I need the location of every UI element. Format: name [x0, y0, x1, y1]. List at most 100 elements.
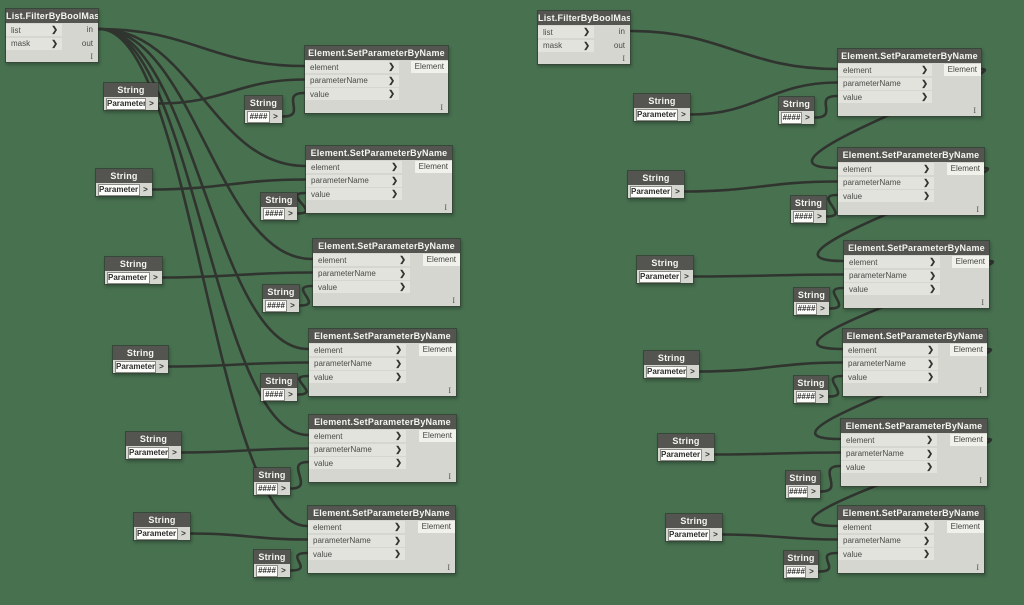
- string-value-input[interactable]: [265, 299, 287, 312]
- string-output-port[interactable]: >: [181, 529, 186, 538]
- node-flt-r[interactable]: List.FilterByBoolMask list ❯ mask ❯ in out I: [537, 10, 631, 65]
- input-port-row-element[interactable]: element ❯: [841, 434, 937, 446]
- output-port-Element[interactable]: Element: [417, 521, 455, 533]
- node-header[interactable]: Element.SetParameterByName: [309, 329, 456, 343]
- node-header[interactable]: Element.SetParameterByName: [844, 241, 989, 255]
- node-set5-l[interactable]: Element.SetParameterByName element ❯ parame…: [308, 414, 457, 483]
- wire[interactable]: [157, 78, 306, 105]
- input-port-row-parameterName[interactable]: parameterName ❯: [838, 176, 934, 189]
- node-header[interactable]: String: [791, 196, 826, 210]
- wire[interactable]: [161, 271, 314, 279]
- node-flt-l[interactable]: List.FilterByBoolMask list ❯ mask ❯ in out I: [5, 8, 99, 63]
- lacing-indicator[interactable]: I: [976, 563, 979, 572]
- wire[interactable]: [713, 451, 842, 456]
- lacing-indicator[interactable]: I: [447, 563, 450, 572]
- input-port-row-element[interactable]: element ❯: [313, 254, 410, 266]
- string-output-port[interactable]: >: [713, 530, 718, 539]
- lacing-indicator[interactable]: I: [979, 476, 982, 485]
- string-value-input[interactable]: [256, 482, 278, 495]
- string-output-port[interactable]: >: [681, 110, 686, 119]
- wire[interactable]: [721, 533, 839, 541]
- node-set2-l[interactable]: Element.SetParameterByName element ❯ parame…: [305, 145, 453, 214]
- wire[interactable]: [295, 191, 308, 215]
- node-header[interactable]: String: [263, 285, 299, 299]
- node-header[interactable]: String: [658, 434, 714, 448]
- string-output-port[interactable]: >: [153, 273, 158, 282]
- string-output-port[interactable]: >: [149, 99, 154, 108]
- output-port-Element[interactable]: Element: [422, 254, 460, 266]
- node-header[interactable]: String: [96, 169, 152, 183]
- node-str-pa-r[interactable]: String >: [633, 93, 691, 122]
- node-header[interactable]: String: [786, 471, 820, 485]
- input-port-row-parameterName[interactable]: parameterName ❯: [309, 357, 406, 370]
- node-header[interactable]: String: [666, 514, 722, 528]
- string-output-port[interactable]: >: [820, 304, 825, 313]
- string-value-input[interactable]: [796, 390, 816, 403]
- node-header[interactable]: String: [126, 432, 181, 446]
- input-port-row-parameterName[interactable]: parameterName ❯: [838, 534, 934, 547]
- node-header[interactable]: Element.SetParameterByName: [838, 148, 984, 162]
- lacing-indicator[interactable]: I: [973, 106, 976, 115]
- lacing-indicator[interactable]: I: [979, 386, 982, 395]
- input-port-row-parameterName[interactable]: parameterName ❯: [309, 443, 406, 456]
- node-hash1-r[interactable]: String >: [778, 96, 815, 125]
- input-port-row-element[interactable]: element ❯: [843, 344, 938, 356]
- input-port-row-element[interactable]: element ❯: [838, 163, 934, 175]
- input-port-row-value[interactable]: value ❯: [841, 461, 937, 473]
- node-set3-r[interactable]: Element.SetParameterByName element ❯ parame…: [843, 240, 990, 309]
- string-output-port[interactable]: >: [705, 450, 710, 459]
- node-hash5-r[interactable]: String >: [785, 470, 821, 499]
- input-port-row-element[interactable]: element ❯: [308, 521, 405, 533]
- string-output-port[interactable]: >: [675, 187, 680, 196]
- input-port-row-mask[interactable]: mask ❯: [538, 39, 594, 52]
- node-header[interactable]: Element.SetParameterByName: [305, 46, 448, 60]
- node-hash6-l[interactable]: String >: [253, 549, 291, 578]
- output-port-Element[interactable]: Element: [418, 430, 456, 442]
- wire[interactable]: [97, 27, 306, 68]
- input-port-row-parameterName[interactable]: parameterName ❯: [838, 77, 932, 90]
- string-value-input[interactable]: [115, 360, 156, 373]
- wire[interactable]: [97, 27, 310, 351]
- string-value-input[interactable]: [660, 448, 702, 461]
- node-header[interactable]: Element.SetParameterByName: [308, 506, 455, 520]
- lacing-indicator[interactable]: I: [981, 298, 984, 307]
- string-output-port[interactable]: >: [817, 212, 822, 221]
- wire[interactable]: [825, 193, 839, 218]
- node-header[interactable]: String: [245, 96, 282, 110]
- input-port-row-mask[interactable]: mask ❯: [6, 37, 62, 50]
- node-hash2-r[interactable]: String >: [790, 195, 827, 224]
- string-output-port[interactable]: >: [819, 392, 824, 401]
- node-hash4-l[interactable]: String >: [260, 373, 298, 402]
- node-header[interactable]: Element.SetParameterByName: [843, 329, 987, 343]
- input-port-row-element[interactable]: element ❯: [838, 64, 932, 76]
- node-header[interactable]: List.FilterByBoolMask: [538, 11, 630, 25]
- input-port-row-parameterName[interactable]: parameterName ❯: [843, 357, 938, 370]
- lacing-indicator[interactable]: I: [622, 54, 625, 63]
- node-set3-l[interactable]: Element.SetParameterByName element ❯ parame…: [312, 238, 461, 307]
- node-header[interactable]: String: [637, 256, 693, 270]
- output-port-out[interactable]: out: [81, 38, 93, 48]
- node-header[interactable]: Element.SetParameterByName: [838, 506, 984, 520]
- node-hash3-r[interactable]: String >: [793, 287, 830, 316]
- output-port-Element[interactable]: Element: [414, 161, 452, 173]
- string-value-input[interactable]: [247, 110, 270, 123]
- wire[interactable]: [692, 273, 845, 278]
- string-output-port[interactable]: >: [288, 390, 293, 399]
- node-hash1-l[interactable]: String >: [244, 95, 283, 124]
- string-output-port[interactable]: >: [811, 487, 816, 496]
- node-header[interactable]: String: [254, 550, 290, 564]
- node-header[interactable]: Element.SetParameterByName: [313, 239, 460, 253]
- input-port-row-element[interactable]: element ❯: [838, 521, 934, 533]
- node-header[interactable]: String: [784, 551, 818, 565]
- string-output-port[interactable]: >: [805, 113, 810, 122]
- string-output-port[interactable]: >: [288, 209, 293, 218]
- input-port-row-value[interactable]: value ❯: [306, 188, 402, 200]
- wire[interactable]: [167, 361, 310, 368]
- string-value-input[interactable]: [636, 108, 678, 121]
- input-port-row-element[interactable]: element ❯: [309, 430, 406, 442]
- node-header[interactable]: String: [628, 171, 684, 185]
- node-hash5-l[interactable]: String >: [253, 467, 291, 496]
- output-port-Element[interactable]: Element: [949, 434, 987, 446]
- wire[interactable]: [97, 27, 314, 261]
